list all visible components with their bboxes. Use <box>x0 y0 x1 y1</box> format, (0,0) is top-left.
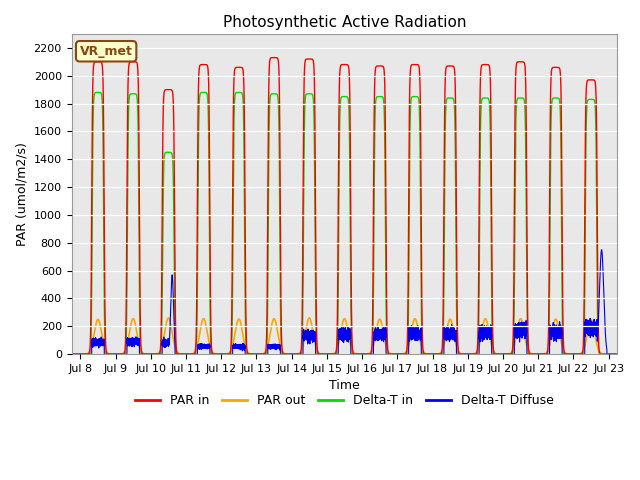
PAR in <box>606 351 614 357</box>
Line: Delta-T in: Delta-T in <box>72 93 618 354</box>
PAR in <box>557 95 565 100</box>
Title: Photosynthetic Active Radiation: Photosynthetic Active Radiation <box>223 15 466 30</box>
Delta-T in <box>606 351 614 357</box>
Delta-T Diffuse <box>542 351 550 357</box>
PAR in <box>542 351 550 357</box>
Delta-T Diffuse <box>598 247 605 252</box>
Line: PAR in: PAR in <box>72 58 618 354</box>
Delta-T Diffuse <box>68 351 76 357</box>
PAR in <box>313 342 321 348</box>
PAR in <box>416 79 424 85</box>
Delta-T in <box>542 351 550 357</box>
Delta-T Diffuse <box>416 334 424 339</box>
PAR out <box>416 337 424 343</box>
PAR out <box>164 315 172 321</box>
X-axis label: Time: Time <box>329 379 360 393</box>
PAR in <box>270 55 278 60</box>
Text: VR_met: VR_met <box>80 45 132 58</box>
PAR out <box>606 351 614 357</box>
Delta-T Diffuse <box>313 351 321 357</box>
Delta-T in <box>200 90 207 96</box>
PAR out <box>614 351 621 357</box>
PAR out <box>542 350 550 356</box>
PAR out <box>68 351 76 357</box>
Delta-T in <box>68 351 76 357</box>
PAR out <box>313 347 321 353</box>
Delta-T Diffuse <box>614 351 621 357</box>
Delta-T Diffuse <box>606 351 614 357</box>
Delta-T in <box>614 351 621 357</box>
PAR out <box>557 338 565 344</box>
Delta-T in <box>416 136 424 142</box>
Delta-T Diffuse <box>612 351 620 357</box>
PAR in <box>68 351 76 357</box>
Y-axis label: PAR (umol/m2/s): PAR (umol/m2/s) <box>15 142 28 246</box>
Line: PAR out: PAR out <box>72 318 618 354</box>
Line: Delta-T Diffuse: Delta-T Diffuse <box>72 250 618 354</box>
PAR in <box>612 351 620 357</box>
PAR out <box>612 351 620 357</box>
Delta-T in <box>612 351 620 357</box>
Delta-T in <box>313 348 321 354</box>
PAR in <box>614 351 621 357</box>
Delta-T Diffuse <box>557 326 565 332</box>
Legend: PAR in, PAR out, Delta-T in, Delta-T Diffuse: PAR in, PAR out, Delta-T in, Delta-T Dif… <box>131 389 559 412</box>
Delta-T in <box>557 164 565 169</box>
